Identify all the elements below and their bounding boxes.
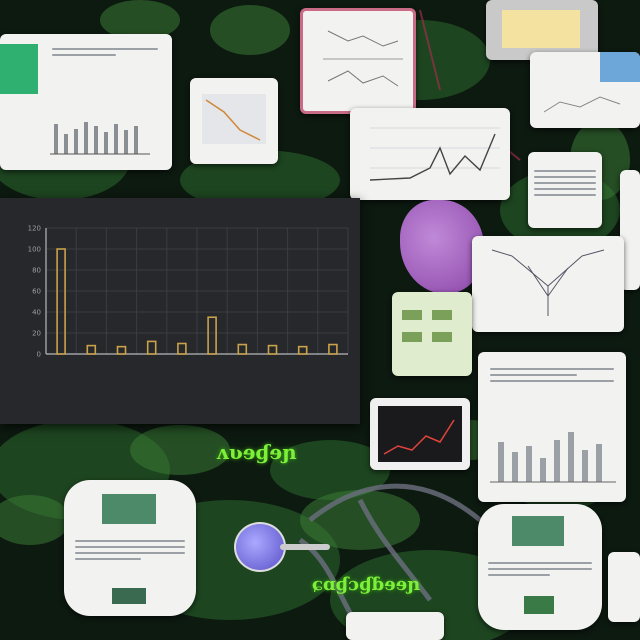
y-tick-label: 60 bbox=[32, 288, 41, 296]
doc-card-edge-right bbox=[620, 170, 640, 290]
doc-card-bottom-edge bbox=[608, 552, 640, 622]
main-bar-chart-panel: 0 20 40 60 80 100 120 bbox=[0, 198, 360, 424]
bar bbox=[237, 343, 248, 355]
bar bbox=[207, 316, 217, 355]
y-tick-label: 40 bbox=[32, 309, 41, 317]
bar bbox=[116, 345, 127, 355]
doc-card-top-left bbox=[0, 34, 172, 170]
doc-card-bottom-center bbox=[346, 612, 444, 640]
doc-card-pink-charts bbox=[300, 8, 416, 114]
doc-card-tree-diagram bbox=[472, 236, 624, 332]
doc-card-yellow-top bbox=[486, 0, 598, 60]
doc-card-spike-chart bbox=[350, 108, 510, 200]
y-tick-label: 20 bbox=[32, 330, 41, 338]
bar-chart: 0 20 40 60 80 100 120 bbox=[28, 225, 349, 359]
doc-card-right-list bbox=[528, 152, 602, 228]
bar bbox=[267, 344, 278, 355]
y-tick-label: 0 bbox=[37, 351, 41, 359]
gadget-arm bbox=[280, 544, 330, 550]
purple-coral-blob bbox=[400, 200, 484, 294]
bar bbox=[146, 340, 157, 355]
bar bbox=[177, 342, 187, 355]
doc-card-line-chart-small bbox=[190, 78, 278, 164]
neon-glyphs-bottom: ɕɑɠɔɠɓɘɘɲ bbox=[312, 574, 421, 595]
y-tick-label: 80 bbox=[32, 267, 41, 275]
bar bbox=[297, 345, 308, 355]
doc-card-round-left bbox=[64, 480, 196, 616]
y-tick-label: 120 bbox=[28, 225, 41, 233]
doc-card-round-right bbox=[478, 504, 602, 630]
doc-card-green-plant bbox=[392, 292, 472, 376]
doc-card-red-chart bbox=[370, 398, 470, 470]
doc-card-bar-right bbox=[478, 352, 626, 502]
y-tick-label: 100 bbox=[28, 246, 41, 254]
bar bbox=[56, 248, 66, 355]
bar bbox=[86, 344, 97, 355]
neon-glyphs-left: ʌʋɘɠɘɲ bbox=[216, 440, 297, 464]
doc-card-top-right bbox=[530, 52, 640, 128]
bar bbox=[328, 343, 338, 355]
robot-gadget bbox=[234, 522, 286, 572]
